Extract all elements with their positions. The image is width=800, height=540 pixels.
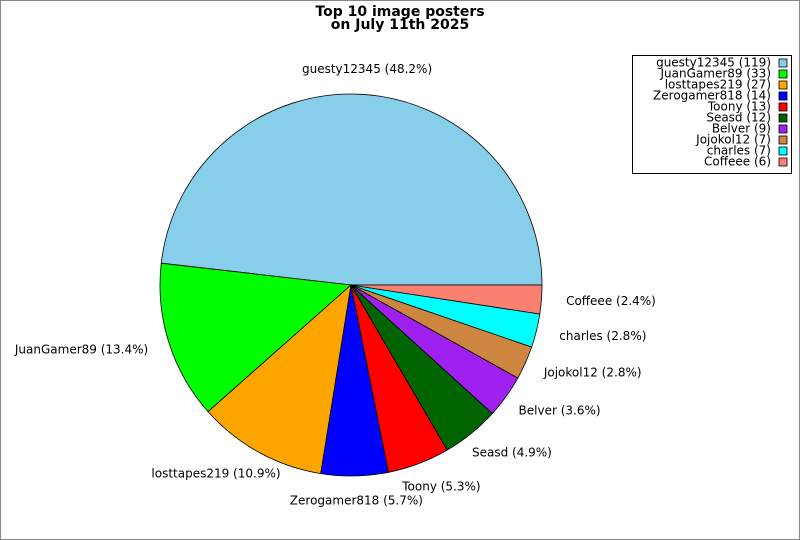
legend-label: Jojokol12 (7) [695, 133, 771, 147]
legend-swatch [778, 124, 788, 134]
legend-swatch [778, 80, 788, 90]
legend-label: Toony (13) [707, 100, 771, 114]
pie-slice [159, 262, 352, 413]
legend-label: guesty12345 (119) [656, 56, 771, 70]
legend-label: losttapes219 (27) [665, 78, 771, 92]
slice-label: Belver (3.6%) [519, 403, 601, 417]
legend-box [632, 55, 792, 174]
slice-label: Zerogamer818 (5.7%) [290, 493, 423, 507]
pie-slice [207, 283, 352, 475]
legend-swatch [778, 113, 788, 123]
chart-subtitle: on July 11th 2025 [331, 17, 469, 33]
slice-label: Coffeee (2.4%) [566, 294, 656, 308]
legend-label: Coffeee (6) [704, 155, 771, 169]
legend-label: Belver (9) [712, 122, 771, 136]
legend-swatch [778, 102, 788, 112]
legend-swatch [778, 146, 788, 156]
legend-swatch [778, 58, 788, 68]
legend-swatch [778, 69, 788, 79]
legend-label: Seasd (12) [706, 111, 771, 125]
legend-swatch [778, 135, 788, 145]
slice-labels: guesty12345 (48.2%) JuanGamer89 (13.4%) lo… [14, 62, 656, 507]
legend-label: JuanGamer89 (33) [660, 67, 771, 81]
legend: guesty12345 (119)JuanGamer89 (33)losttap… [632, 55, 792, 174]
slice-label: losttapes219 (10.9%) [151, 467, 280, 481]
slice-label: charles (2.8%) [559, 329, 646, 343]
slice-label: JuanGamer89 (13.4%) [14, 342, 148, 356]
slice-label: Toony (5.3%) [401, 479, 480, 493]
slice-label: Seasd (4.9%) [472, 445, 552, 459]
pie [159, 93, 543, 477]
legend-swatch [778, 157, 788, 167]
legend-swatch [778, 91, 788, 101]
legend-label: charles (7) [707, 144, 771, 158]
legend-label: Zerogamer818 (14) [653, 89, 771, 103]
slice-label: Jojokol12 (2.8%) [543, 365, 642, 379]
pie-slice [350, 284, 543, 315]
pie-slice [160, 93, 543, 286]
chart-title: Top 10 image posters [315, 4, 484, 20]
slice-label: guesty12345 (48.2%) [302, 62, 432, 76]
